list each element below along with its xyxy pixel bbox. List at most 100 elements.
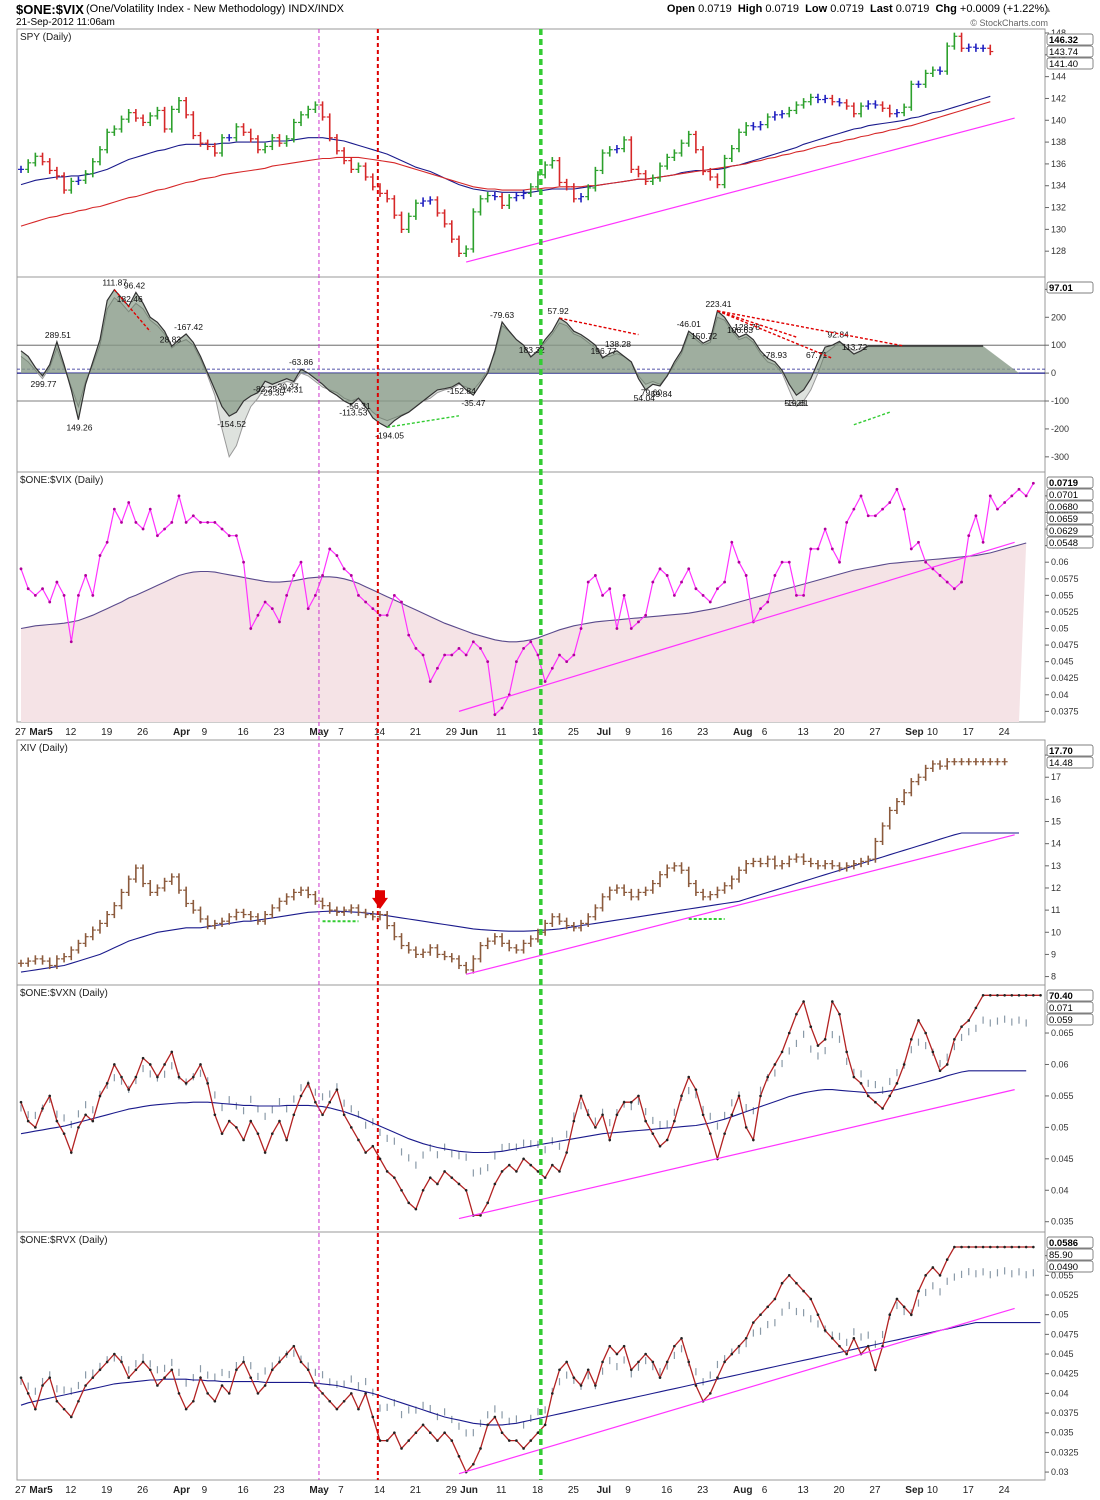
ratio-point [457,1455,461,1458]
ratio-point [278,620,281,624]
y-tick-label: 0.0575 [1051,574,1079,584]
ratio-point [156,1075,159,1079]
ratio-point [996,507,999,511]
ratio-point [730,540,734,544]
ratio-point [443,1170,446,1173]
x-tick-label: 27 [869,727,881,738]
ratio-point [723,580,727,584]
ratio-point [69,1415,73,1419]
ratio-point [328,1399,332,1403]
ratio-point [69,640,73,644]
ratio-point [364,1392,367,1395]
ratio-point [723,1132,726,1135]
ratio-point [105,540,109,544]
ratio-point [436,666,439,670]
timestamp: 21-Sep-2012 11:06am [16,17,115,28]
ratio-point [522,1157,525,1161]
ratio-point [780,1281,784,1285]
x-tick-label: Apr [173,727,190,738]
y-tick-label: 0.055 [1051,590,1074,600]
y-tick-label: 0.06 [1051,1059,1069,1069]
ratio-point [816,1044,820,1047]
ratio-point [263,1151,267,1154]
ratio-point [874,1368,877,1372]
ratio-point [249,627,253,630]
ratio-point [392,593,396,597]
y-tick-label: 15 [1051,817,1061,827]
value-annotation: 53.23 [784,398,806,408]
y-tick-label: 0.04 [1051,1388,1069,1398]
value-annotation: 113.72 [842,342,868,352]
value-tag [1046,1236,1094,1249]
ratio-point [859,1082,863,1085]
ratio-point [493,1415,497,1419]
ratio-point [594,1126,597,1129]
ratio-point [831,1000,834,1003]
ratio-point [723,1360,726,1364]
ratio-point [191,514,195,518]
ratio-point [766,1075,770,1079]
ratio-point [572,653,576,657]
ratio-point [615,1113,619,1117]
x-tick-label: Sep [905,727,923,738]
ratio-point [400,600,403,604]
ratio-point [881,507,884,511]
ratio-point [407,1201,411,1205]
ratio-point [558,1170,561,1173]
ratio-point [199,1376,202,1379]
ratio-point [687,567,691,571]
y-tick-label: 0.0425 [1051,1369,1079,1379]
ratio-point [1003,993,1006,997]
ratio-point [845,1050,848,1054]
ratio-point [967,1019,971,1022]
ratio-point [141,1056,145,1060]
ratio-point [26,587,30,591]
ratio-point [507,1439,511,1442]
ratio-point [558,653,561,657]
panel-2: -300-200-1000100200300299.77289.51149.26… [16,276,1094,473]
ratio-point [608,1138,612,1142]
value-annotation: 57.92 [547,306,569,316]
trend-line [458,541,1015,712]
ratio-point [234,534,238,538]
ratio-point [981,993,985,997]
ratio-point [112,507,116,511]
ratio-point [313,593,317,597]
osc-line [20,288,984,429]
trend-line [458,1089,1015,1220]
y-tick-label: 0.0425 [1051,673,1079,683]
ratio-point [33,593,37,597]
ratio-point [744,1336,748,1340]
ratio-point [945,1063,949,1066]
value-annotation: 28.83 [160,334,182,344]
x-tick-label: 16 [661,1485,673,1496]
chevron-up-icon[interactable]: ▲ [1043,4,1052,14]
ratio-point [658,1144,662,1148]
x-tick-label: 11 [496,1485,507,1496]
ratio-point [917,1289,920,1293]
ratio-point [163,527,166,531]
value-annotation: -35.47 [461,398,485,408]
ratio-point [450,1176,454,1179]
ratio-point [263,1384,267,1387]
ratio-point [479,1447,482,1450]
ratio-point [156,534,159,538]
ratio-point [249,1119,253,1123]
x-tick-label: Jun [460,727,478,738]
ratio-point [48,600,52,604]
ratio-point [744,574,748,577]
ratio-point [759,607,762,611]
ratio-point [651,1360,655,1364]
ratio-point [601,1113,604,1117]
ratio-point [895,487,899,491]
value-annotation: -194.05 [375,430,404,440]
ratio-point [629,627,633,630]
ratio-point [77,1399,80,1403]
x-tick-label: 21 [410,727,422,738]
ratio-point [637,1094,640,1098]
ratio-point [701,593,705,597]
ratio-point [357,1407,360,1411]
ratio-point [98,554,102,557]
ratio-point [787,1274,791,1277]
